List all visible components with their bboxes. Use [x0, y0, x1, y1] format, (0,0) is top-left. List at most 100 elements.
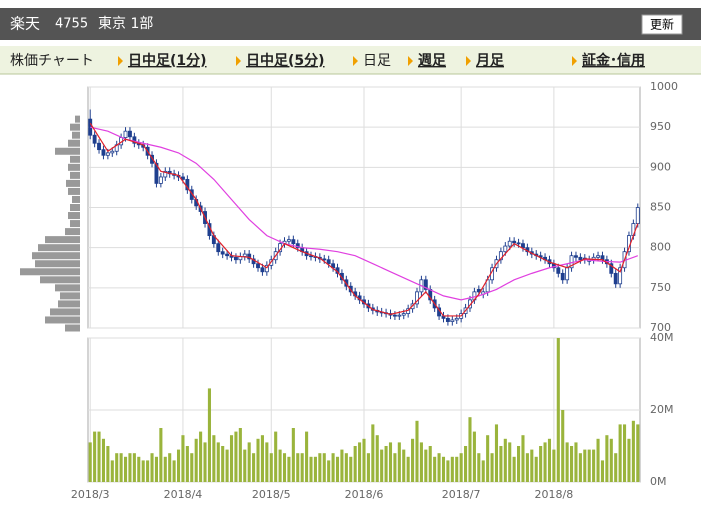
- candle-body: [216, 243, 221, 253]
- volume-bar: [574, 442, 578, 482]
- volume-bar: [260, 435, 264, 482]
- candle-body: [609, 263, 614, 274]
- volume-bar: [472, 431, 476, 482]
- refresh-label[interactable]: 更新: [650, 17, 674, 32]
- volume-bar: [172, 460, 176, 482]
- volume-bar: [600, 460, 605, 482]
- candle-body: [507, 240, 512, 247]
- candle-body: [150, 154, 154, 164]
- volume-by-price-bar: [66, 179, 80, 187]
- volume-bar: [446, 460, 450, 482]
- volume-bar: [296, 453, 300, 482]
- x-tick-label: 2018/5: [252, 488, 291, 501]
- candle-body: [450, 319, 455, 322]
- candle-body: [309, 255, 313, 258]
- candle-body: [556, 267, 561, 274]
- candle-body: [560, 272, 565, 281]
- candle-body: [454, 317, 459, 321]
- volume-bar: [349, 456, 353, 482]
- nav-link[interactable]: 週足: [418, 53, 447, 69]
- candle-body: [220, 251, 225, 255]
- candle-body: [180, 176, 185, 180]
- volume-bar: [464, 446, 468, 482]
- nav-link[interactable]: 日中足(5分): [246, 52, 325, 69]
- y-tick-label: 800: [650, 241, 671, 254]
- candle-body: [578, 256, 583, 261]
- candle-body: [512, 240, 517, 244]
- candle-body: [397, 314, 402, 317]
- market: 東京 1部: [98, 16, 153, 32]
- volume-by-price-bar: [70, 123, 80, 131]
- volume-by-price-bar: [55, 284, 80, 292]
- candle-body: [635, 207, 640, 224]
- volume-bar: [265, 442, 269, 482]
- volume-bar: [433, 456, 437, 482]
- volume-by-price-bar: [72, 195, 80, 203]
- candle-body: [105, 152, 110, 156]
- volume-bar: [163, 456, 167, 482]
- volume-bar: [88, 442, 92, 482]
- volume-by-price-bar: [70, 204, 80, 211]
- nav-link[interactable]: 日中足(1分): [128, 52, 207, 69]
- nav-link[interactable]: 月足: [475, 53, 505, 69]
- nav-items: 日中足(1分) 日中足(5分) 日足 週足 月足 証金･信用: [118, 52, 645, 69]
- volume-bar: [393, 453, 397, 482]
- volume-bar: [199, 431, 203, 482]
- volume-bar: [93, 431, 97, 482]
- volume-bar: [335, 456, 340, 482]
- volume-bar: [614, 453, 618, 482]
- nav-arrow: [118, 56, 123, 66]
- volume-by-price-bar: [70, 155, 80, 163]
- candle-body: [97, 142, 101, 151]
- candle-body: [233, 256, 238, 261]
- volume-bar: [327, 460, 331, 482]
- volume-bar: [207, 388, 211, 482]
- volume-by-price-bar: [65, 228, 80, 236]
- volume-bar: [101, 438, 106, 482]
- volume-by-price-bar: [70, 220, 80, 228]
- volume-bar: [477, 453, 481, 482]
- volume-bar: [397, 442, 401, 482]
- x-tick-label: 2018/8: [535, 488, 574, 501]
- volume-bar: [406, 456, 410, 482]
- volume-bar: [459, 453, 463, 482]
- y-tick-label: 850: [650, 201, 671, 214]
- volume-bar: [631, 420, 635, 482]
- nav-arrow: [408, 56, 413, 66]
- nav-bar: [0, 46, 701, 74]
- candle-body: [291, 239, 296, 245]
- volume-bar: [331, 453, 335, 482]
- volume-bar: [132, 453, 136, 482]
- volume-bar: [450, 456, 454, 482]
- candle-body: [123, 130, 128, 139]
- volume-bar: [128, 453, 132, 482]
- candle-body: [264, 264, 269, 273]
- y-tick-label: 900: [650, 160, 671, 173]
- volume-bar: [419, 442, 423, 482]
- candle-body: [618, 267, 623, 285]
- candle-body: [415, 291, 419, 305]
- volume-bar: [609, 438, 613, 482]
- volume-bar: [221, 446, 225, 482]
- volume-bar: [468, 417, 472, 482]
- volume-bar: [552, 449, 556, 482]
- volume-bar: [238, 428, 242, 482]
- volume-by-price-bar: [20, 268, 80, 276]
- volume-bar: [503, 438, 507, 482]
- volume-bar: [592, 449, 596, 482]
- refresh-button[interactable]: [641, 14, 683, 35]
- volume-bar: [388, 442, 393, 482]
- volume-by-price-bar: [32, 252, 80, 260]
- nav-link[interactable]: 証金･信用: [582, 52, 645, 69]
- volume-bar: [428, 446, 432, 482]
- chart: 700 750 800 850 900 950 1000 0M 20M 40M 2018/3 2018…: [20, 80, 678, 501]
- volume-bar: [517, 446, 521, 482]
- volume-by-price-bar: [50, 308, 80, 316]
- volume-bar: [185, 446, 189, 482]
- candle-body: [423, 279, 428, 290]
- volume-bar: [146, 460, 150, 482]
- volume-by-price-bar: [35, 260, 80, 268]
- volume-bar: [486, 435, 490, 482]
- y-tick-label: 750: [650, 281, 671, 294]
